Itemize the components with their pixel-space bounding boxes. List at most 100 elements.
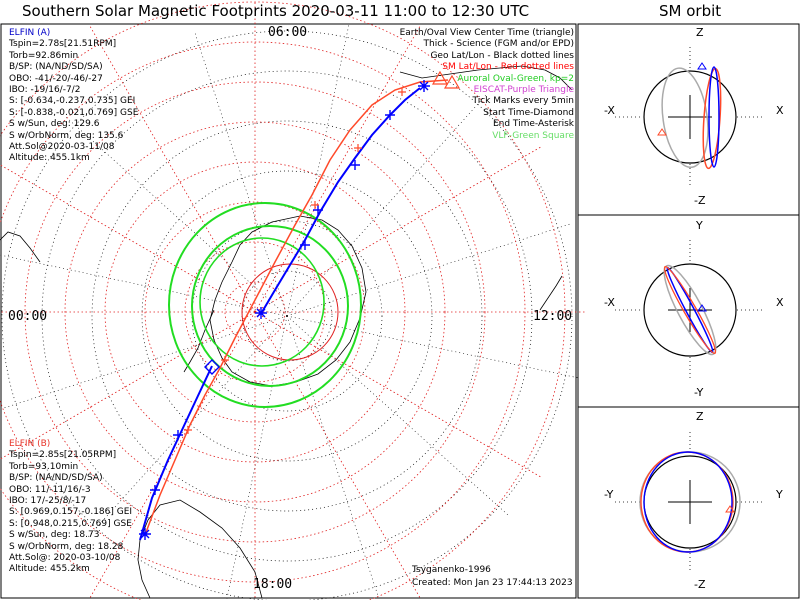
elfin-a-tick [300,240,310,250]
elfin-a-line: B/SP: (NA/ND/SD/SA) [9,62,103,73]
legend-entry: End Time-Asterisk [492,119,574,130]
elfin-a-tick [385,110,395,120]
figure-title: Southern Solar Magnetic Footprints 2020-… [22,2,530,20]
orbit-title: SM orbit [659,2,722,20]
time-label-left: 00:00 [8,309,48,324]
orbit-xy-triangle [697,304,707,312]
elfin-a-line: S w/Sun, deg: 129.6 [9,119,100,130]
sm-lat-circle [224,281,286,343]
orbit3-bottom: -Z [694,578,706,591]
geo-lat-circle [191,220,383,412]
elfin-b-tick [398,88,406,96]
sm-lat-circle [0,1,566,604]
orbit-xz-orbit-a [708,66,720,168]
legend-entry: VLF-Green Square [492,130,574,141]
elfin-a-line: S: [-0.838,-0.021,0.769] GSE [9,107,139,118]
elfin-a-start-diamond [204,359,220,375]
orbit1-bottom: -Z [694,194,706,207]
orbit-xz-orbit-grey [661,67,709,169]
map-frame [0,23,577,599]
auroral-oval-inner [191,225,349,387]
orbit-yz-triangle [725,505,735,513]
elfin-b-info: ELFIN (B) Tspin=2.85s[21.05RPM] Torb=93.… [9,439,132,576]
geo-meridian [0,254,288,317]
orbit-xz-earth [643,70,737,164]
time-label-right: 12:00 [533,309,573,324]
sm-meridian [89,311,256,598]
orbit2-right: X [776,296,784,309]
orbit-xy-orbit-b [663,265,717,355]
south-america-coastline [137,499,263,599]
legend-entry: SM Lat/Lon - Red dotted lines [442,62,574,73]
elfin-a-line: Tspin=2.78s[21.51RPM] [9,39,117,50]
elfin-b-line: S w/Sun, deg: 18.73 [9,530,100,541]
elfin-a-line: Att.Sol@2020-03-11/08 [9,142,115,153]
elfin-a-line: S w/OrbNorm, deg: 135.6 [9,130,124,141]
new-zealand-coastline [539,275,563,311]
sm-lat-circle [0,41,526,583]
orbit1-top: Z [696,26,704,39]
geo-meridian [286,315,511,517]
elfin-a-asterisk [139,528,151,540]
elfin-b-line: IBO: 17/-25/8/-17 [9,496,87,507]
elfin-b-line: S: [0.948,0.215,0.769] GSE [9,518,132,529]
orbit-xz-orbit-b [702,67,722,170]
orbit-frame [577,23,800,599]
legend-entry: Thick - Science (FGM and/or EPD) [423,39,574,50]
elfin-a-line: OBO: -41/-20/-46/-27 [9,73,103,84]
orbit3-right: Y [776,488,783,501]
time-label-bottom: 18:00 [253,577,293,592]
geo-meridian [194,30,288,317]
elfin-b-line: Tspin=2.85s[21.05RPM] [9,450,117,461]
australia-coastline [399,65,573,91]
sm-lat-circle [104,161,406,463]
elfin-b-line: OBO: 11/-11/16/-3 [9,484,91,495]
orbit1-left: -X [604,104,615,117]
time-label-top: 06:00 [268,25,308,40]
elfin-b-line: Att.Sol@: 2020-03-10/08 [9,553,121,564]
view-center-triangle [431,70,449,85]
elfin-a-line: Altitude: 455.1km [9,153,90,164]
geo-lat-circle [241,270,333,362]
created-timestamp: Created: Mon Jan 23 17:44:13 2023 [412,578,573,588]
orbit-xz-triangle [657,128,667,136]
sm-meridian [89,26,256,313]
elfin-b-tick [354,144,362,152]
elfin-a-line: Torb=92.86min [9,50,79,61]
legend: Earth/Oval View Center Time (triangle) T… [400,28,574,142]
elfin-b-tick [184,426,192,434]
elfin-b-line: S w/OrbNorm, deg: 18.28 [9,541,124,552]
sm-lat-circle [184,241,326,383]
elfin-b-line: B/SP: (NA/ND/SD/SA) [9,473,103,484]
elfin-a-line: S: [-0.634,-0.237,0.735] GEI [9,96,136,107]
elfin-b-line: Torb=93.10min [9,461,79,472]
legend-entry: Geo Lat/Lon - Black dotted lines [430,50,574,61]
sm-meridian [0,311,256,460]
elfin-a-asterisk [418,80,430,92]
sm-meridian [0,164,256,313]
elfin-b-tick [311,201,319,209]
elfin-a-track [139,365,213,541]
sm-lat-circle [24,81,486,543]
sm-lat-circle [64,121,446,503]
elfin-a-name: ELFIN (A) [9,28,51,38]
africa-coastline [0,231,41,263]
elfin-a-line: IBO: -19/16/-7/2 [9,85,81,96]
antarctica-coastline [209,215,367,387]
elfin-b-line: Altitude: 455.2km [9,564,90,575]
geo-lat-circle [141,170,433,462]
legend-entry: Earth/Oval View Center Time (triangle) [399,28,574,38]
legend-entry: Auroral Oval-Green, kp=2 [457,73,574,84]
elfin-a-track [261,87,421,313]
orbit3-left: -Y [604,488,614,501]
legend-entry: Tick Marks every 5min [472,96,574,107]
sm-meridian [254,311,421,598]
orbit-xy-orbit-grey [663,264,717,356]
eiscat-triangle [443,74,461,89]
elfin-b-name: ELFIN (B) [9,439,51,449]
elfin-a-end-asterisk [255,307,267,319]
orbit1-right: X [776,104,784,117]
sm-meridian [254,26,421,313]
elfin-a-tick [173,430,183,440]
